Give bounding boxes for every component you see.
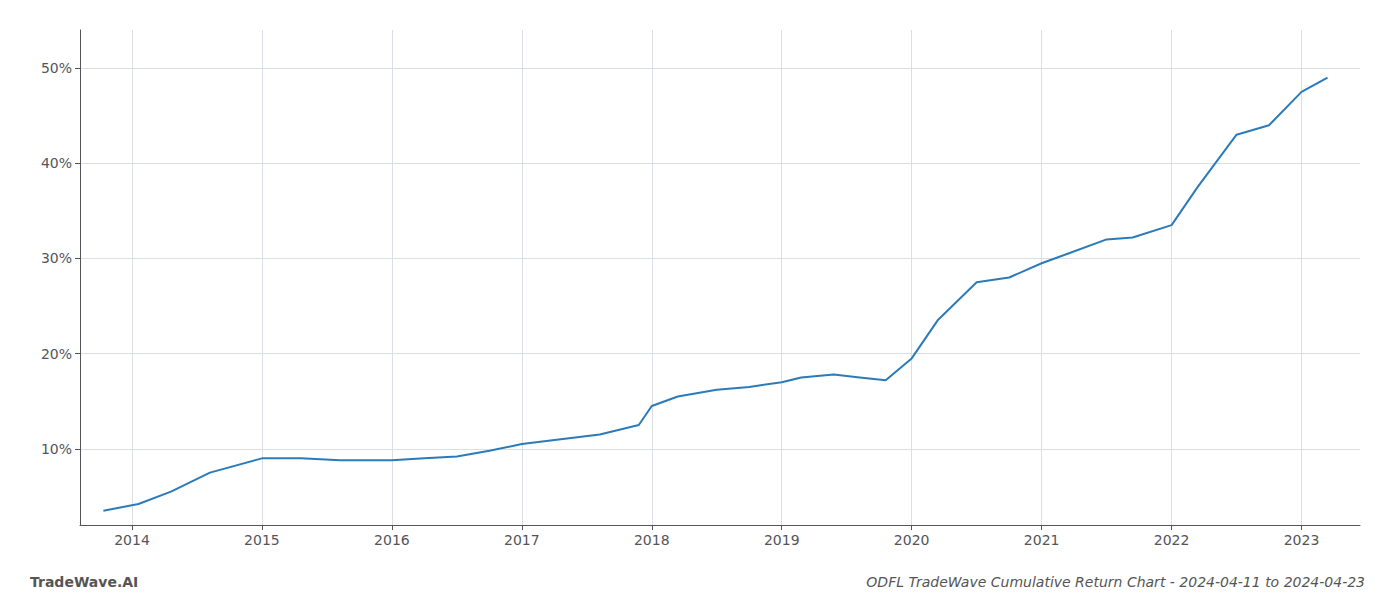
svg-text:2019: 2019: [764, 532, 800, 548]
svg-text:ODFL TradeWave Cumulative Retu: ODFL TradeWave Cumulative Return Chart -…: [866, 574, 1365, 590]
svg-text:40%: 40%: [41, 155, 72, 171]
svg-text:2020: 2020: [894, 532, 930, 548]
svg-text:2021: 2021: [1024, 532, 1060, 548]
svg-text:TradeWave.AI: TradeWave.AI: [30, 574, 138, 590]
svg-text:10%: 10%: [41, 441, 72, 457]
svg-text:2016: 2016: [374, 532, 410, 548]
svg-text:2014: 2014: [114, 532, 150, 548]
svg-text:2023: 2023: [1284, 532, 1320, 548]
svg-text:20%: 20%: [41, 346, 72, 362]
svg-text:30%: 30%: [41, 250, 72, 266]
svg-text:2017: 2017: [504, 532, 540, 548]
svg-text:2022: 2022: [1154, 532, 1190, 548]
svg-text:50%: 50%: [41, 60, 72, 76]
svg-text:2018: 2018: [634, 532, 670, 548]
svg-text:2015: 2015: [244, 532, 280, 548]
